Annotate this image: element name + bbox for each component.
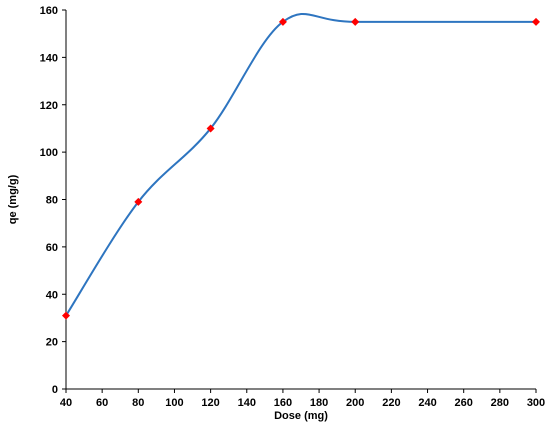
data-point-marker xyxy=(62,311,70,320)
x-tick-label: 260 xyxy=(455,397,473,409)
data-point-marker xyxy=(134,197,143,206)
series-line xyxy=(65,13,536,317)
ticks: 40 60 80 100 120 140 160 180 200 220 240 260 280 300 0… xyxy=(40,5,546,409)
data-point-marker xyxy=(278,17,287,26)
y-tick-label: 160 xyxy=(40,5,58,17)
y-tick-label: 20 xyxy=(46,337,58,349)
x-tick-label: 40 xyxy=(60,397,72,409)
y-tick-label: 60 xyxy=(46,242,58,254)
y-tick-label: 80 xyxy=(46,195,58,207)
x-tick-label: 140 xyxy=(238,397,256,409)
x-axis-label: Dose (mg) xyxy=(274,410,328,422)
y-tick-label: 40 xyxy=(46,289,58,301)
y-tick-label: 100 xyxy=(40,147,58,159)
axes xyxy=(65,10,536,390)
y-tick-label: 0 xyxy=(52,384,58,396)
x-tick-label: 100 xyxy=(165,397,183,409)
x-tick-label: 240 xyxy=(418,397,436,409)
x-tick-label: 200 xyxy=(346,397,364,409)
x-tick-label: 160 xyxy=(274,397,292,409)
x-tick-label: 220 xyxy=(382,397,400,409)
y-tick-label: 140 xyxy=(40,52,58,64)
y-axis-label: qe (mg/g) xyxy=(7,174,19,224)
data-point-marker xyxy=(206,124,215,133)
x-tick-label: 300 xyxy=(527,397,545,409)
x-tick-label: 60 xyxy=(96,397,108,409)
y-tick-label: 120 xyxy=(40,100,58,112)
x-tick-label: 120 xyxy=(201,397,219,409)
data-point-marker xyxy=(532,17,540,26)
plot-area xyxy=(62,13,540,320)
x-tick-label: 180 xyxy=(310,397,328,409)
x-tick-label: 280 xyxy=(491,397,509,409)
data-point-marker xyxy=(351,17,360,26)
x-tick-label: 80 xyxy=(132,397,144,409)
